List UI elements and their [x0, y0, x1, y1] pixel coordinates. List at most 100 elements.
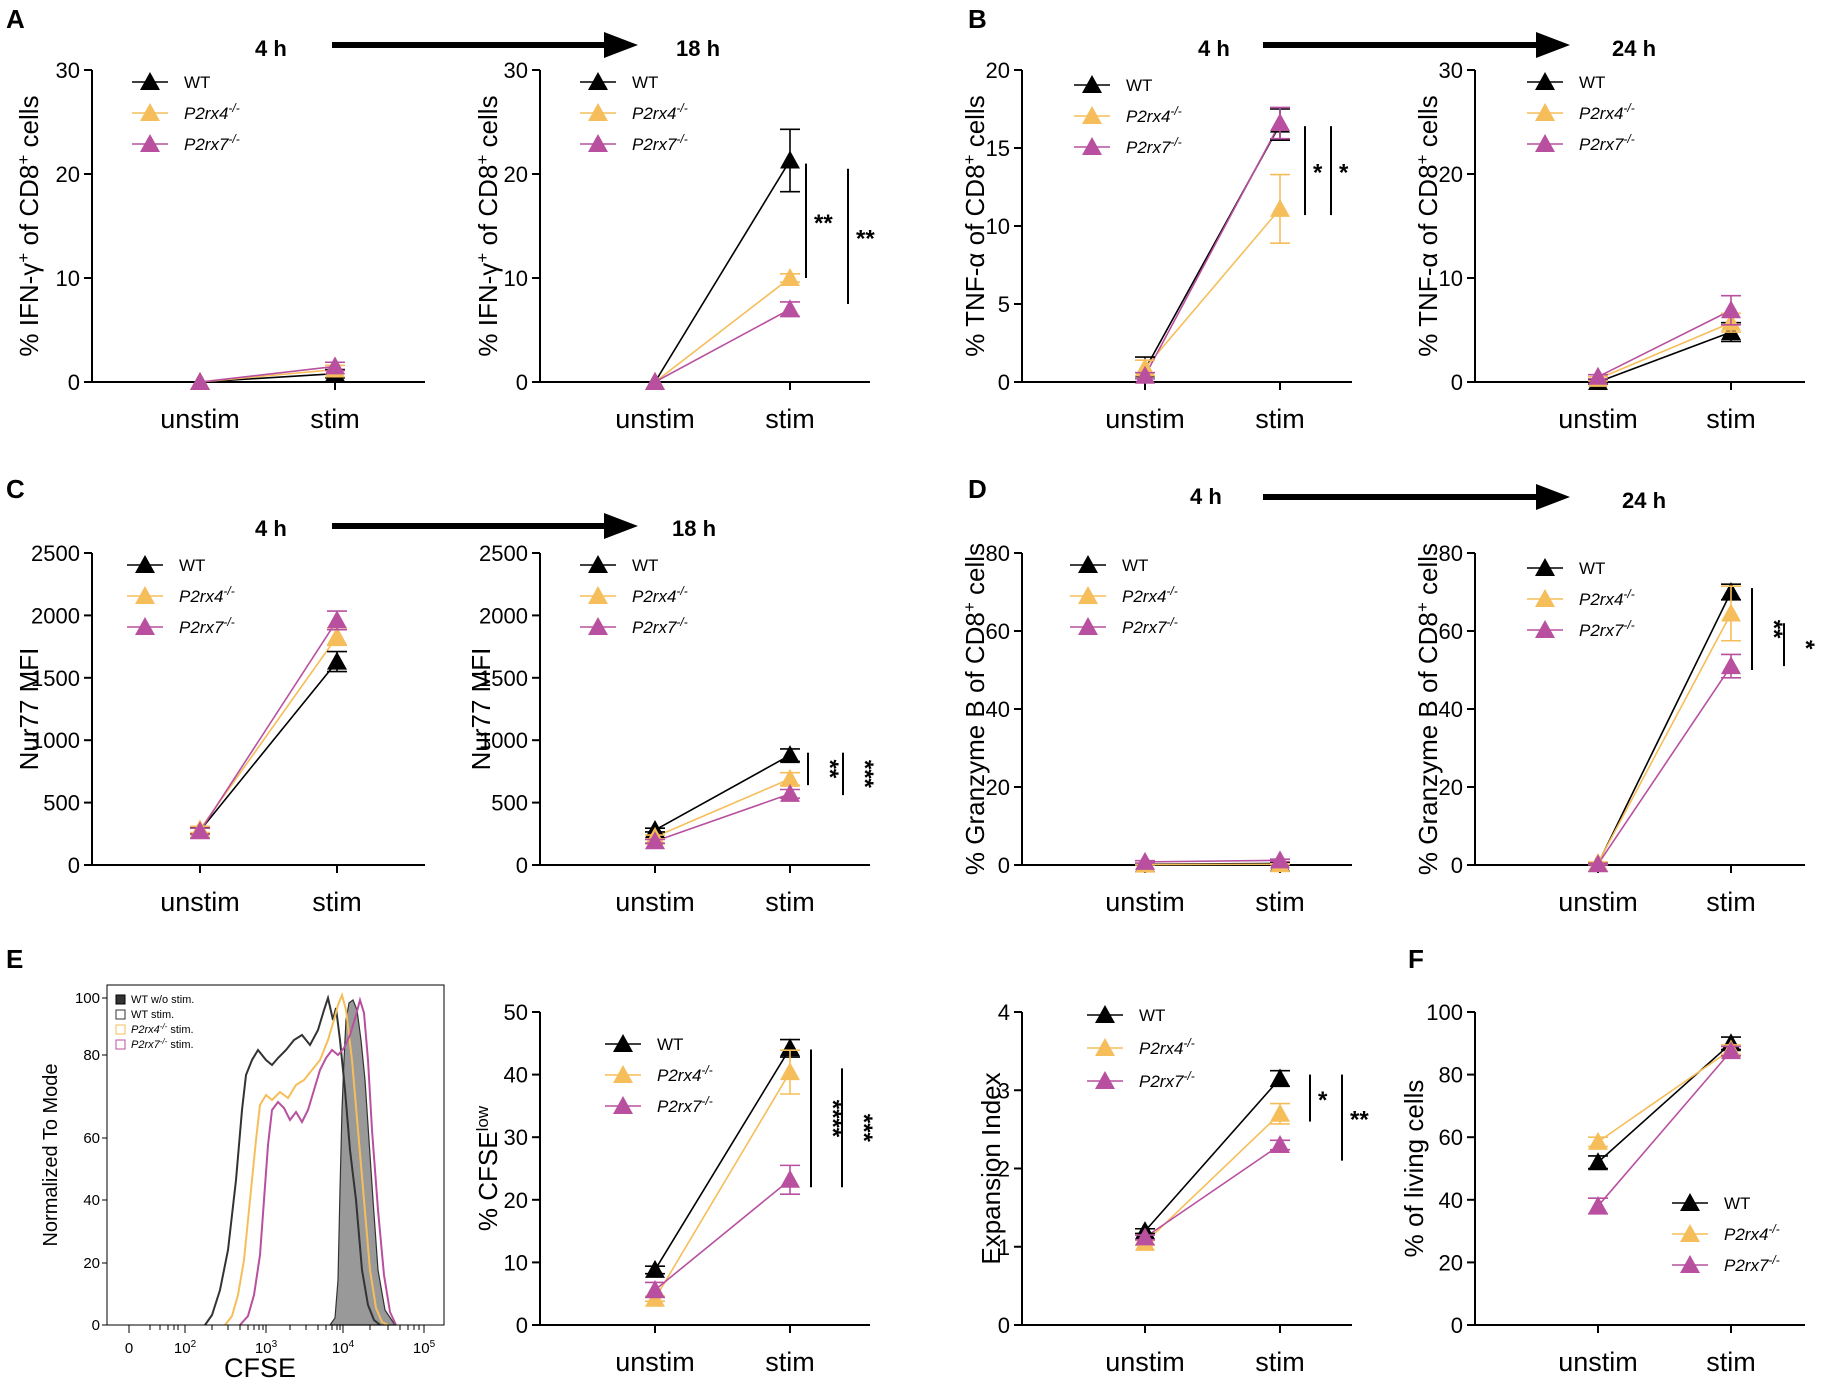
- x-category-label: unstim: [1105, 1347, 1185, 1377]
- x-category-label: stim: [1706, 887, 1756, 917]
- histogram-y-tick-label: 20: [83, 1255, 100, 1272]
- x-category-label: stim: [1255, 1347, 1305, 1377]
- legend-ko-superscript: -/-: [160, 1022, 168, 1031]
- y-tick-label: 0: [998, 370, 1010, 395]
- y-tick-label: 80: [986, 541, 1010, 566]
- x-category-label: stim: [765, 1347, 815, 1377]
- time-label-end: 24 h: [1622, 488, 1666, 513]
- histogram-legend: WT w/o stim. WT stim. P2rx4-/- stim. P2r…: [115, 994, 194, 1051]
- legend-ko-superscript: -/-: [160, 1037, 168, 1046]
- y-tick-label: 2000: [479, 603, 528, 628]
- y-label-segment: CD8: [960, 164, 990, 216]
- series-line-wt: [1597, 591, 1732, 865]
- panel-letter-e: E: [6, 944, 23, 974]
- y-axis-label: Expansion Index: [976, 1072, 1006, 1264]
- legend-marker-wt: [1680, 1193, 1700, 1211]
- legend-label-p2rx7: P2rx7-/-: [657, 1094, 713, 1116]
- y-tick-label: 0: [1451, 853, 1463, 878]
- y-tick-label: 30: [504, 1125, 528, 1150]
- marker-p2rx7: [1270, 1135, 1290, 1154]
- series-line-p2rx4: [654, 1071, 791, 1300]
- legend-marker-wt: [140, 72, 160, 90]
- legend-gene: P2rx7: [1724, 1256, 1769, 1275]
- marker-wt: [780, 150, 800, 169]
- time-arrow-c: 4 h 18 h: [255, 513, 716, 541]
- histogram-frame: [106, 984, 445, 1326]
- legend-label-p2rx7-stim: P2rx7-/- stim.: [131, 1037, 194, 1051]
- marker-p2rx7: [190, 821, 210, 840]
- legend-ko-superscript: -/-: [676, 584, 687, 598]
- histogram-x-tick-label: 104: [332, 1339, 355, 1357]
- legend-marker-p2rx4: [588, 586, 608, 604]
- marker-wt: [780, 745, 800, 764]
- legend-marker-p2rx4: [140, 103, 160, 121]
- legend-marker-wt: [1535, 558, 1555, 576]
- legend-gene: P2rx4: [632, 587, 676, 606]
- significance-label: **: [814, 210, 833, 237]
- legend-ko-superscript: -/-: [701, 1063, 712, 1077]
- y-tick-label: 1000: [31, 728, 80, 753]
- x-category-label: unstim: [615, 404, 695, 434]
- marker-p2rx7: [1270, 113, 1290, 132]
- y-tick-label: 2500: [31, 541, 80, 566]
- y-tick-label: 15: [986, 136, 1010, 161]
- histogram-x-tick-label: 102: [174, 1339, 197, 1357]
- y-axis-label: % TNF-α of CD8+ cells: [960, 95, 990, 356]
- marker-p2rx7: [1135, 365, 1155, 384]
- legend-marker-p2rx4: [1535, 589, 1555, 607]
- marker-p2rx7: [1721, 656, 1741, 675]
- time-arrow-head: [1536, 32, 1570, 58]
- legend-label-p2rx4-stim: P2rx4-/- stim.: [131, 1022, 194, 1036]
- legend-marker-wt: [1095, 1005, 1115, 1023]
- legend-gene: P2rx7: [179, 618, 224, 637]
- legend-label-wt: WT: [632, 73, 658, 92]
- marker-p2rx7: [325, 356, 345, 375]
- y-label-segment: cells: [1413, 95, 1443, 154]
- legend-label-p2rx7: P2rx7-/-: [179, 615, 235, 637]
- legend-ko-superscript: -/-: [1183, 1036, 1194, 1050]
- legend-label-p2rx4: P2rx4-/-: [1126, 104, 1182, 126]
- legend-marker-p2rx4: [1095, 1038, 1115, 1056]
- histogram-p2rx7-stim-line: [239, 996, 397, 1326]
- y-tick-label: 60: [986, 619, 1010, 644]
- tick-exponent: 5: [430, 1339, 436, 1350]
- legend-label-wt: WT: [1724, 1194, 1750, 1213]
- legend-gene: P2rx4: [1139, 1039, 1183, 1058]
- y-label-superscript: +: [14, 155, 33, 165]
- legend-gene: P2rx7: [1579, 621, 1624, 640]
- histogram-x-tick-label: 105: [413, 1339, 436, 1357]
- y-tick-label: 1000: [479, 728, 528, 753]
- y-tick-label: 10: [56, 266, 80, 291]
- y-tick-label: 500: [491, 791, 528, 816]
- time-arrow-a: 4 h 18 h: [255, 32, 720, 61]
- legend-gene: P2rx4: [184, 104, 228, 123]
- y-tick-label: 10: [1439, 266, 1463, 291]
- marker-p2rx4: [1270, 198, 1290, 217]
- y-tick-label: 1: [998, 1235, 1010, 1260]
- y-label-superscript: +: [14, 253, 33, 263]
- series-line-wt: [1597, 1042, 1732, 1163]
- significance-label: *: [1339, 160, 1349, 187]
- y-tick-label: 20: [986, 58, 1010, 83]
- histogram-p2rx4-stim-line: [224, 991, 389, 1326]
- legend-suffix: stim.: [167, 1039, 193, 1051]
- legend-swatch-p2rx7-stim: [115, 1039, 126, 1050]
- x-category-label: stim: [765, 404, 815, 434]
- y-tick-label: 1500: [31, 666, 80, 691]
- y-axis-label: % TNF-α of CD8+ cells: [1413, 95, 1443, 356]
- legend-label-wt: WT: [1126, 76, 1152, 95]
- legend-gene: P2rx4: [657, 1066, 701, 1085]
- legend-marker-p2rx4: [588, 103, 608, 121]
- y-tick-label: 40: [986, 697, 1010, 722]
- legend-label-p2rx4: P2rx4-/-: [657, 1063, 713, 1085]
- y-label-segment: CD8: [960, 612, 990, 664]
- y-tick-label: 20: [504, 1188, 528, 1213]
- legend-ko-superscript: -/-: [1183, 1069, 1194, 1083]
- y-tick-label: 100: [1426, 1000, 1463, 1025]
- legend-marker-p2rx7: [140, 134, 160, 152]
- marker-wt: [1270, 1068, 1290, 1087]
